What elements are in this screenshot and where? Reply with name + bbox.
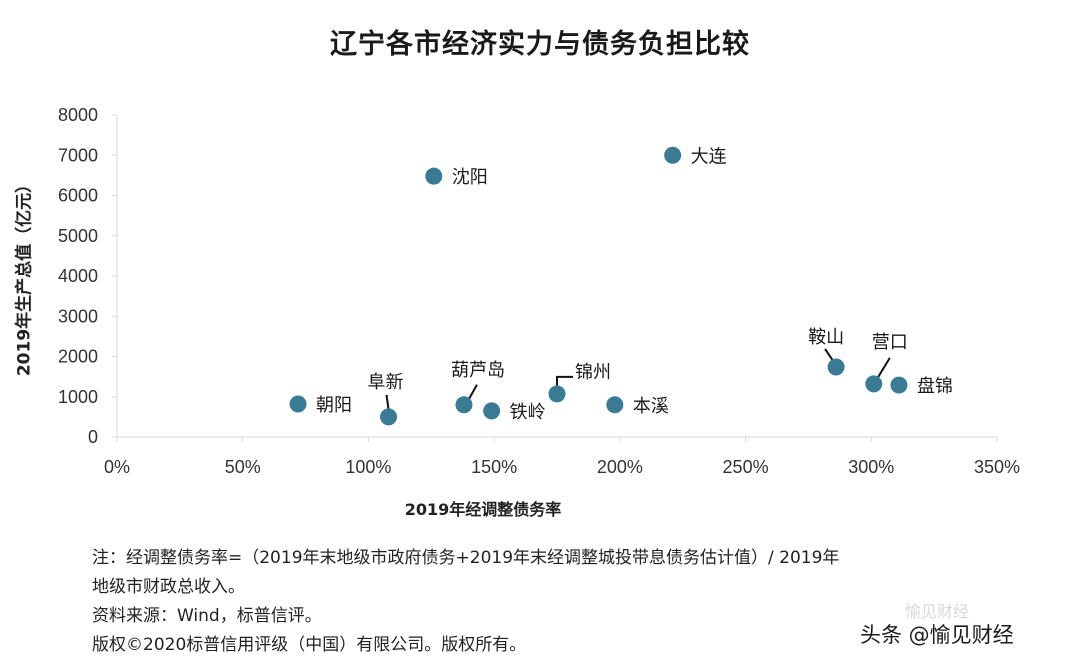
data-point [865, 375, 883, 393]
leader-line [385, 394, 390, 411]
data-points [289, 146, 908, 426]
chart-notes: 注：经调整债务率=（2019年末地级市政府债务+2019年末经调整城投带息债务估… [92, 544, 839, 660]
x-tick-label: 50% [225, 457, 261, 477]
point-label: 阜新 [368, 372, 404, 393]
point-label: 葫芦岛 [451, 360, 505, 381]
x-tick-label: 200% [597, 457, 643, 477]
data-point [664, 146, 682, 164]
y-tick-label: 8000 [58, 105, 98, 125]
note-formula-line2: 地级市财政总收入。 [92, 577, 245, 597]
y-tick-label: 2000 [58, 347, 98, 367]
data-point [455, 396, 473, 414]
y-tick-label: 1000 [58, 387, 98, 407]
point-label: 铁岭 [510, 402, 546, 423]
point-label: 朝阳 [316, 395, 352, 416]
y-tick-label: 3000 [58, 306, 98, 326]
data-point [483, 402, 501, 420]
x-tick-label: 300% [848, 457, 894, 477]
y-tick-label: 7000 [58, 145, 98, 165]
axis-ticks: 0 1000 2000 3000 4000 5000 6000 7000 8000 0% 50% 10… [58, 105, 1020, 477]
data-point [289, 395, 307, 413]
x-tick-label: 0% [104, 457, 130, 477]
x-tick-label: 100% [345, 457, 391, 477]
data-point [890, 376, 908, 394]
data-point [827, 358, 845, 376]
data-point [380, 408, 398, 426]
note-copyright: 版权©2020标普信用评级（中国）有限公司。版权所有。 [92, 635, 527, 655]
point-label: 大连 [691, 146, 727, 167]
x-axis-label: 2019年经调整债务率 [404, 500, 562, 519]
leader-line [467, 384, 478, 402]
data-point [606, 396, 624, 414]
data-point [425, 167, 443, 185]
x-tick-label: 250% [723, 457, 769, 477]
y-tick-label: 4000 [58, 266, 98, 286]
watermark-faint: 愉见财经 [905, 602, 970, 621]
point-label: 锦州 [575, 362, 611, 383]
watermark: 头条 @愉见财经 [860, 623, 1014, 647]
point-label: 本溪 [633, 396, 669, 417]
y-tick-label: 5000 [58, 226, 98, 246]
x-tick-label: 150% [471, 457, 517, 477]
point-label: 鞍山 [808, 327, 844, 348]
y-tick-label: 6000 [58, 186, 98, 206]
point-label: 盘锦 [917, 376, 953, 397]
y-tick-label: 0 [88, 427, 98, 447]
x-tick-label: 350% [974, 457, 1020, 477]
note-source: 资料来源：Wind，标普信评。 [92, 606, 322, 626]
leader-line [556, 375, 573, 388]
chart-title: 辽宁各市经济实力与债务负担比较 [330, 29, 750, 60]
data-point [548, 385, 566, 403]
point-label: 营口 [872, 332, 908, 353]
note-formula-line1: 注：经调整债务率=（2019年末地级市政府债务+2019年末经调整城投带息债务估… [92, 548, 840, 568]
point-label: 沈阳 [452, 167, 488, 188]
